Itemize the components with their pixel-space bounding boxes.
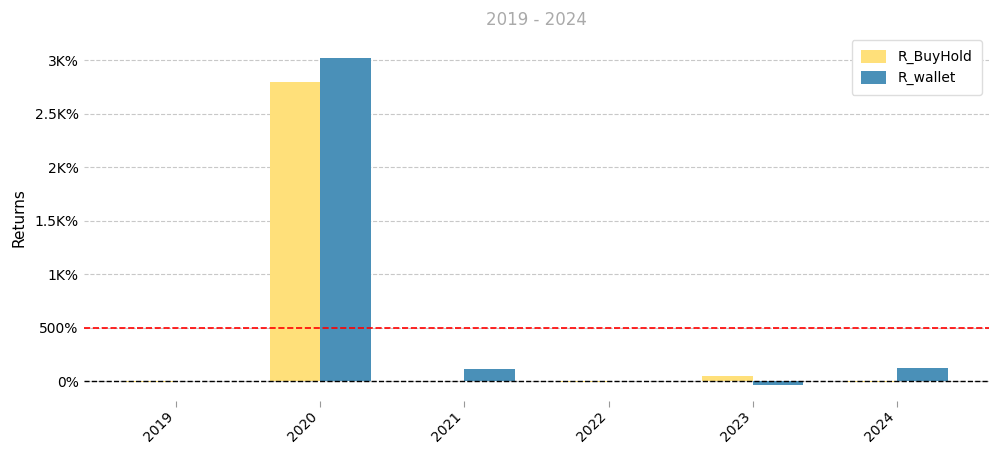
Bar xyxy=(897,368,948,381)
Bar xyxy=(464,369,515,381)
Legend: R_BuyHold, R_wallet: R_BuyHold, R_wallet xyxy=(852,40,982,95)
Bar xyxy=(847,381,897,382)
Y-axis label: Returns: Returns xyxy=(11,187,26,247)
Bar xyxy=(753,381,803,384)
Bar xyxy=(702,376,753,381)
Bar xyxy=(320,58,371,381)
Title: 2019 - 2024: 2019 - 2024 xyxy=(486,11,587,29)
Bar xyxy=(270,81,320,381)
